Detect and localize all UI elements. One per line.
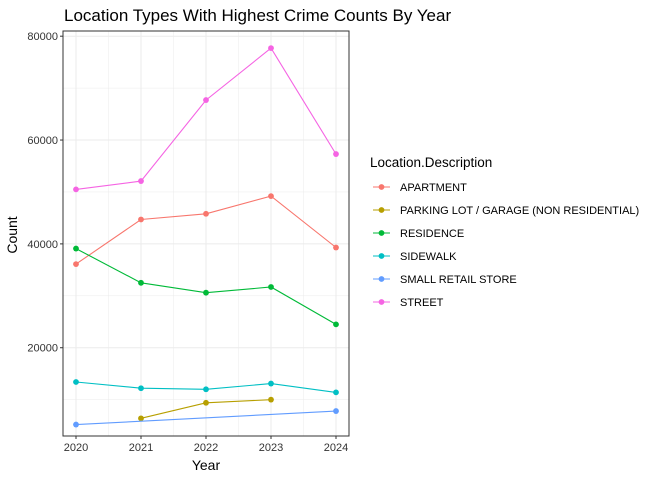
y-tick-label: 60000 xyxy=(27,135,58,147)
data-point xyxy=(333,408,339,414)
legend-item: RESIDENCE xyxy=(373,228,464,240)
legend-label: SMALL RETAIL STORE xyxy=(400,274,517,286)
data-point xyxy=(73,245,79,252)
data-point xyxy=(203,97,209,103)
x-axis-title: Year xyxy=(192,457,221,473)
data-point xyxy=(333,389,339,396)
y-tick-label: 20000 xyxy=(27,343,58,355)
legend-key-point xyxy=(378,276,385,282)
data-point xyxy=(333,244,339,251)
data-point xyxy=(203,210,209,217)
legend-title: Location.Description xyxy=(370,155,492,170)
legend-label: PARKING LOT / GARAGE (NON RESIDENTIAL) xyxy=(400,205,639,217)
data-point xyxy=(268,380,274,387)
data-point xyxy=(73,379,79,385)
y-tick-label: 80000 xyxy=(27,31,58,43)
legend-key-point xyxy=(378,253,385,259)
data-point xyxy=(203,289,209,296)
x-tick-label: 2020 xyxy=(64,442,88,454)
x-tick-label: 2024 xyxy=(324,442,348,454)
legend-label: RESIDENCE xyxy=(400,228,464,240)
legend-key-point xyxy=(378,207,385,213)
legend-label: SIDEWALK xyxy=(400,251,457,263)
data-point xyxy=(268,396,274,403)
plot-panel: 20000 40000 60000 80000 2020 2021 2022 2023 2024 xyxy=(27,30,350,454)
data-point xyxy=(138,415,144,422)
x-tick-label: 2023 xyxy=(259,442,283,454)
data-point xyxy=(138,216,144,223)
data-point xyxy=(333,321,339,328)
data-point xyxy=(268,284,274,290)
data-point xyxy=(138,279,144,286)
x-tick-label: 2022 xyxy=(194,442,218,454)
y-axis-title: Count xyxy=(4,216,20,253)
legend-key-point xyxy=(378,230,385,236)
legend-item: PARKING LOT / GARAGE (NON RESIDENTIAL) xyxy=(373,205,639,217)
data-point xyxy=(138,178,144,184)
data-point xyxy=(203,399,209,406)
data-point xyxy=(333,151,339,157)
legend: Location.Description APARTMENT PARKING LO… xyxy=(370,155,639,309)
data-point xyxy=(268,45,274,52)
legend-item: APARTMENT xyxy=(373,182,467,194)
data-point xyxy=(138,385,144,392)
data-point xyxy=(73,261,79,268)
chart-title: Location Types With Highest Crime Counts… xyxy=(64,6,451,25)
legend-item: SMALL RETAIL STORE xyxy=(373,274,517,286)
legend-key-point xyxy=(378,299,385,305)
legend-item: SIDEWALK xyxy=(373,251,457,263)
data-point xyxy=(203,386,209,393)
legend-item: STREET xyxy=(373,297,444,309)
legend-label: STREET xyxy=(400,297,444,309)
x-tick-label: 2021 xyxy=(129,442,153,454)
y-tick-label: 40000 xyxy=(27,239,58,251)
series-line-4 xyxy=(75,410,337,426)
legend-label: APARTMENT xyxy=(400,182,467,194)
legend-key-point xyxy=(378,184,385,190)
data-point xyxy=(73,421,79,428)
data-point xyxy=(268,193,274,200)
data-point xyxy=(73,186,79,193)
